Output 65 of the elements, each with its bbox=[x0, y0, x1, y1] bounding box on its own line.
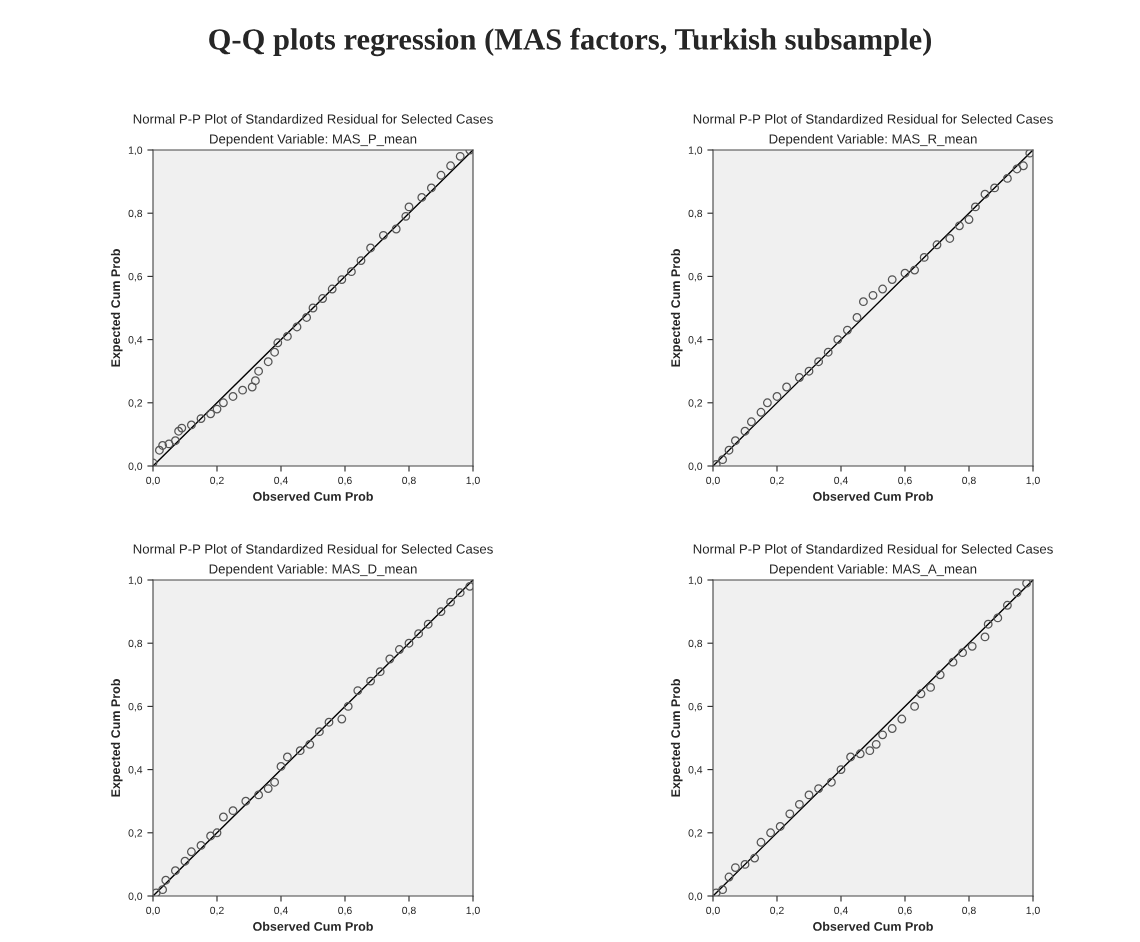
x-tick-label: 0,0 bbox=[146, 906, 160, 916]
x-tick-label: 1,0 bbox=[1026, 476, 1040, 486]
chart-subtitle: Dependent Variable: MAS_D_mean bbox=[209, 563, 417, 577]
y-tick-label: 0,2 bbox=[128, 399, 143, 408]
chart-title: Normal P-P Plot of Standardized Residual for Selected Cases bbox=[133, 544, 493, 554]
y-tick-label: 0,6 bbox=[128, 272, 143, 282]
x-axis-title: Observed Cum Prob bbox=[813, 921, 933, 931]
x-tick-label: 0,0 bbox=[706, 906, 720, 916]
x-tick-label: 0,6 bbox=[898, 906, 912, 916]
x-tick-label: 0,2 bbox=[770, 906, 784, 916]
y-tick-label: 1,0 bbox=[128, 146, 143, 156]
y-axis-title: Expected Cum Prob bbox=[110, 679, 123, 797]
y-tick-label: 0,4 bbox=[688, 336, 703, 345]
x-tick-label: 0,6 bbox=[898, 476, 912, 486]
x-tick-label: 0,8 bbox=[402, 906, 416, 916]
chart-subtitle: Dependent Variable: MAS_P_mean bbox=[210, 133, 417, 147]
x-tick-label: 0,8 bbox=[962, 476, 976, 486]
y-axis-title: Expected Cum Prob bbox=[670, 249, 683, 367]
y-tick-label: 0,8 bbox=[128, 639, 143, 649]
x-tick-label: 0,4 bbox=[834, 476, 848, 486]
x-tick-label: 1,0 bbox=[466, 906, 480, 916]
y-tick-label: 0,8 bbox=[688, 209, 703, 219]
text: Q-Q plots regression (MAS factors, Turkish subsample) bbox=[209, 27, 932, 57]
y-axis-title: Expected Cum Prob bbox=[110, 249, 123, 367]
chart-title: Normal P-P Plot of Standardized Residual for Selected Cases bbox=[693, 114, 1053, 124]
chart-subtitle: Dependent Variable: MAS_R_mean bbox=[769, 133, 977, 147]
y-tick-label: 0,0 bbox=[128, 892, 143, 902]
x-axis-title: Observed Cum Prob bbox=[253, 491, 373, 501]
y-tick-label: 0,6 bbox=[128, 702, 143, 712]
x-axis-title: Observed Cum Prob bbox=[813, 491, 933, 501]
x-tick-label: 0,2 bbox=[210, 476, 224, 486]
x-axis-title: Observed Cum Prob bbox=[253, 921, 373, 931]
y-tick-label: 0,8 bbox=[688, 639, 703, 649]
y-tick-label: 0,6 bbox=[688, 272, 703, 282]
x-tick-label: 0,0 bbox=[706, 476, 720, 486]
y-axis-title: Expected Cum Prob bbox=[670, 679, 683, 797]
x-tick-label: 0,0 bbox=[146, 476, 160, 486]
x-tick-label: 0,2 bbox=[210, 906, 224, 916]
x-tick-label: 0,2 bbox=[770, 476, 784, 486]
y-tick-label: 0,4 bbox=[128, 336, 143, 345]
y-tick-label: 1,0 bbox=[688, 576, 703, 586]
x-tick-label: 0,8 bbox=[402, 476, 416, 486]
x-tick-label: 0,4 bbox=[274, 906, 288, 916]
y-tick-label: 0,0 bbox=[688, 892, 703, 902]
y-tick-label: 0,4 bbox=[128, 766, 143, 775]
y-tick-label: 1,0 bbox=[128, 576, 143, 586]
x-tick-label: 1,0 bbox=[466, 476, 480, 486]
x-tick-label: 0,6 bbox=[338, 476, 352, 486]
x-tick-label: 0,4 bbox=[274, 476, 288, 486]
chart-subtitle: Dependent Variable: MAS_A_mean bbox=[770, 563, 977, 577]
y-tick-label: 0,2 bbox=[128, 829, 143, 838]
y-tick-label: 1,0 bbox=[688, 146, 703, 156]
y-tick-label: 0,2 bbox=[688, 399, 703, 408]
chart-title: Normal P-P Plot of Standardized Residual for Selected Cases bbox=[133, 114, 493, 124]
y-tick-label: 0,6 bbox=[688, 702, 703, 712]
x-tick-label: 1,0 bbox=[1026, 906, 1040, 916]
y-tick-label: 0,0 bbox=[688, 462, 703, 472]
x-tick-label: 0,6 bbox=[338, 906, 352, 916]
y-tick-label: 0,0 bbox=[128, 462, 143, 472]
x-tick-label: 0,8 bbox=[962, 906, 976, 916]
chart-title: Normal P-P Plot of Standardized Residual for Selected Cases bbox=[693, 544, 1053, 554]
y-tick-label: 0,8 bbox=[128, 209, 143, 219]
y-tick-label: 0,2 bbox=[688, 829, 703, 838]
x-tick-label: 0,4 bbox=[834, 906, 848, 916]
y-tick-label: 0,4 bbox=[688, 766, 703, 775]
